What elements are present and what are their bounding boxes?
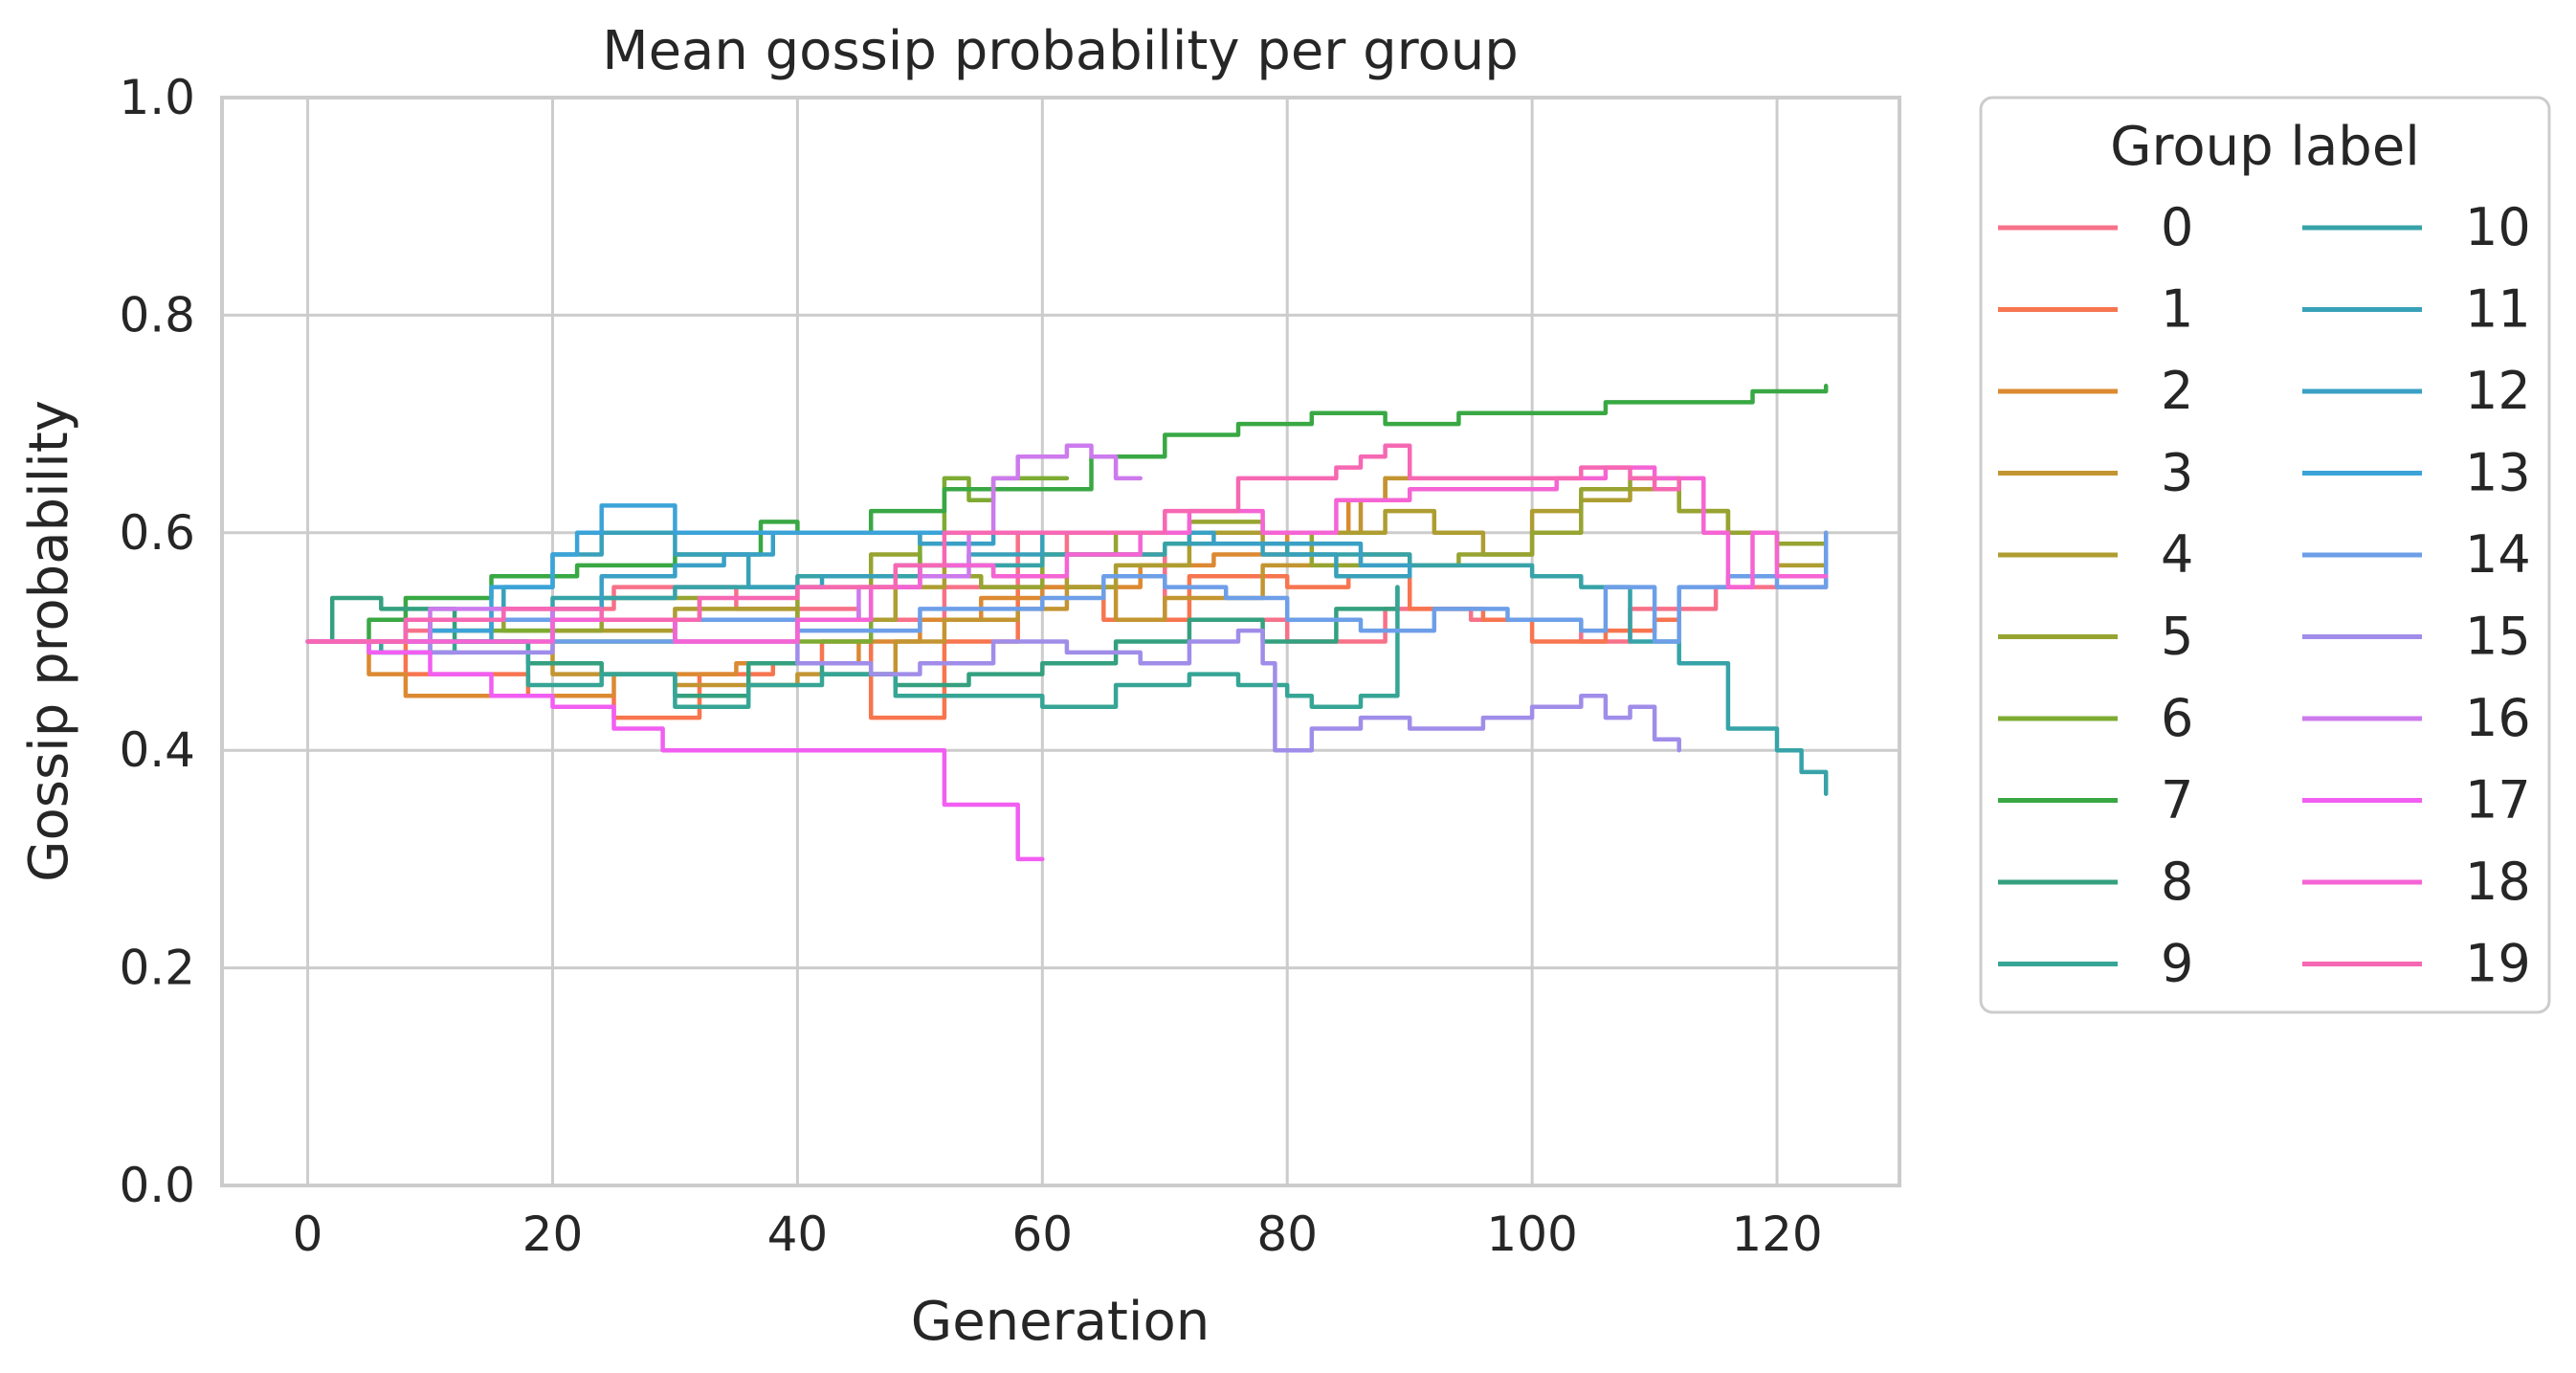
legend-label-10: 10 bbox=[2465, 197, 2531, 257]
legend-label-9: 9 bbox=[2161, 934, 2193, 994]
x-tick-label: 120 bbox=[1731, 1207, 1822, 1262]
y-tick-label: 0.8 bbox=[119, 287, 195, 343]
legend: Group label 0123456789101112131415161718… bbox=[1979, 96, 2551, 1014]
x-tick-label: 40 bbox=[767, 1207, 829, 1262]
y-tick-label: 0.4 bbox=[119, 722, 195, 778]
legend-label-3: 3 bbox=[2161, 443, 2193, 503]
series-line-9 bbox=[305, 585, 1400, 709]
legend-frame bbox=[1979, 96, 2551, 1014]
legend-label-1: 1 bbox=[2161, 279, 2193, 340]
legend-label-12: 12 bbox=[2465, 361, 2531, 421]
legend-label-16: 16 bbox=[2465, 688, 2531, 748]
series-line-10 bbox=[305, 541, 1829, 796]
y-axis-label: Gossip probability bbox=[18, 400, 80, 882]
x-tick-label: 20 bbox=[522, 1207, 584, 1262]
legend-label-6: 6 bbox=[2161, 688, 2193, 748]
tick-labels: 0 20 40 60 80 100 120 0.0 0.2 0.4 0.6 0.8 1.0 bbox=[119, 70, 1822, 1262]
x-tick-label: 60 bbox=[1011, 1207, 1073, 1262]
legend-label-2: 2 bbox=[2161, 361, 2193, 421]
legend-label-5: 5 bbox=[2161, 607, 2193, 667]
legend-label-8: 8 bbox=[2161, 852, 2193, 912]
legend-label-15: 15 bbox=[2465, 607, 2531, 667]
series-line-18 bbox=[305, 465, 1829, 644]
y-tick-label: 0.2 bbox=[119, 941, 195, 996]
legend-title: Group label bbox=[2110, 116, 2420, 178]
legend-label-17: 17 bbox=[2465, 770, 2531, 830]
series-line-19 bbox=[305, 443, 1681, 644]
legend-label-14: 14 bbox=[2465, 524, 2531, 585]
series-line-14 bbox=[305, 530, 1829, 644]
x-tick-label: 80 bbox=[1256, 1207, 1318, 1262]
x-axis-label: Generation bbox=[911, 1291, 1210, 1353]
series-line-17 bbox=[305, 639, 1045, 862]
legend-label-18: 18 bbox=[2465, 852, 2531, 912]
x-tick-label: 0 bbox=[293, 1207, 323, 1262]
legend-label-11: 11 bbox=[2465, 279, 2531, 340]
series-line-7 bbox=[305, 384, 1829, 644]
y-tick-label: 0.6 bbox=[119, 505, 195, 561]
plot-area-frame bbox=[220, 96, 1901, 1187]
chart-title: Mean gossip probability per group bbox=[602, 20, 1519, 82]
legend-label-4: 4 bbox=[2161, 524, 2193, 585]
series-layer bbox=[305, 384, 1829, 862]
legend-label-19: 19 bbox=[2465, 934, 2531, 994]
x-tick-label: 100 bbox=[1486, 1207, 1577, 1262]
y-tick-label: 0.0 bbox=[119, 1158, 195, 1213]
series-line-15 bbox=[305, 617, 1681, 753]
legend-label-7: 7 bbox=[2161, 770, 2193, 830]
y-tick-label: 1.0 bbox=[119, 70, 195, 125]
legend-label-13: 13 bbox=[2465, 443, 2531, 503]
legend-label-0: 0 bbox=[2161, 197, 2193, 257]
